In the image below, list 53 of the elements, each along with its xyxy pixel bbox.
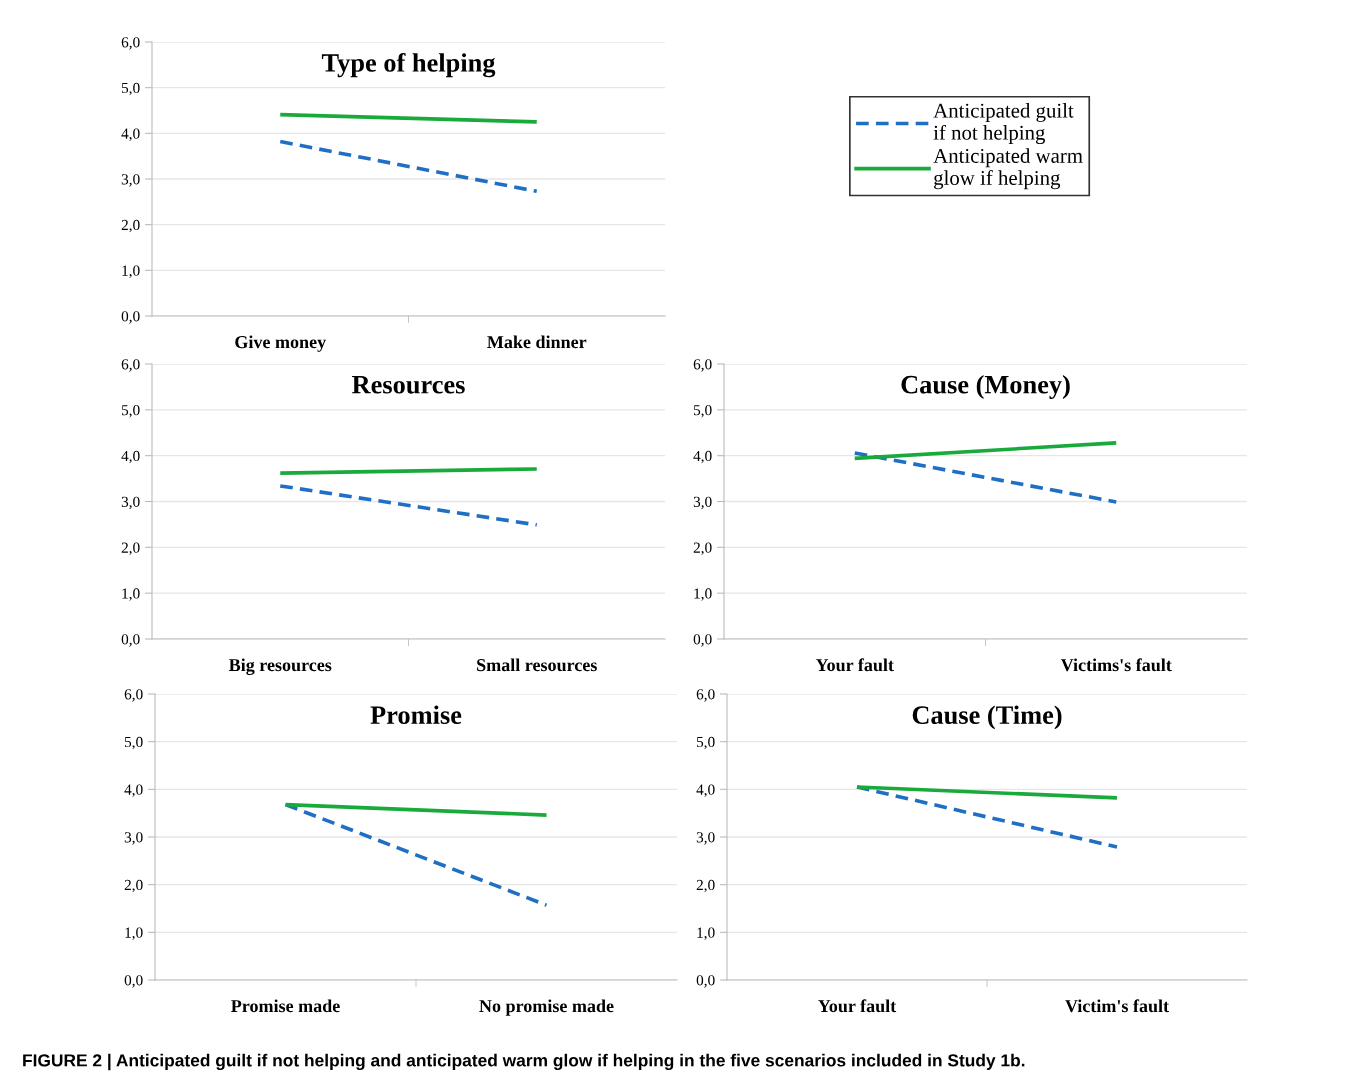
y-tick-label: 6,0	[696, 689, 715, 702]
x-tick-label: No promise made	[479, 999, 614, 1016]
chart-title: Type of helping	[321, 52, 496, 78]
chart-title: Promise	[370, 705, 462, 725]
y-tick-label: 1,0	[122, 588, 140, 601]
y-tick-label: 6,0	[121, 359, 140, 372]
y-tick-label: 2,0	[696, 879, 715, 893]
chart-title: Cause (Time)	[912, 705, 1062, 730]
y-tick-label: 5,0	[693, 404, 712, 418]
y-tick-label: 5,0	[121, 82, 140, 96]
y-tick-label: 0,0	[124, 975, 143, 988]
y-tick-label: 6,0	[124, 689, 143, 702]
y-tick-label: 5,0	[121, 404, 140, 418]
y-tick-label: 4,0	[693, 450, 712, 464]
y-tick-label: 1,0	[697, 927, 715, 940]
y-tick-label: 3,0	[121, 496, 140, 510]
y-tick-label: 4,0	[121, 450, 140, 464]
x-tick-label: Make dinner	[487, 335, 587, 349]
y-tick-label: 1,0	[694, 588, 712, 601]
y-tick-label: 2,0	[121, 219, 140, 233]
legend-label: Anticipated warm glow if helping	[933, 148, 1083, 190]
x-tick-label: Big resources	[228, 658, 332, 675]
y-tick-label: 0,0	[693, 634, 712, 647]
y-tick-label: 1,0	[125, 927, 143, 940]
chart-title: Cause (Money)	[901, 375, 1070, 400]
y-tick-label: 3,0	[124, 832, 143, 845]
legend-label: Anticipated guilt if not helping	[933, 103, 1074, 145]
x-tick-label: Your fault	[815, 658, 894, 672]
y-tick-label: 6,0	[121, 37, 140, 50]
y-tick-label: 3,0	[696, 832, 715, 845]
x-tick-label: Your fault	[818, 999, 897, 1013]
x-tick-label: Victim's fault	[1065, 999, 1169, 1013]
y-tick-label: 1,0	[122, 265, 140, 278]
y-tick-label: 2,0	[693, 542, 712, 555]
caption: FIGURE 2 | Anticipated guilt if not helping and anticipated warm glow if helping in the five scenarios included in Study 1b.	[23, 1053, 1025, 1071]
y-tick-label: 4,0	[124, 784, 143, 797]
y-tick-label: 5,0	[124, 736, 143, 750]
y-tick-label: 0,0	[121, 634, 140, 647]
y-tick-label: 6,0	[693, 359, 712, 372]
y-tick-label: 3,0	[693, 496, 712, 510]
x-tick-label: Give money	[235, 335, 326, 352]
y-tick-label: 2,0	[121, 542, 140, 555]
y-tick-label: 4,0	[696, 784, 715, 797]
y-tick-label: 5,0	[696, 736, 715, 750]
x-tick-label: Promise made	[231, 999, 340, 1013]
chart-title: Resources	[352, 376, 465, 394]
y-tick-label: 0,0	[696, 975, 715, 988]
x-tick-label: Small resources	[477, 658, 597, 672]
y-tick-label: 3,0	[121, 174, 140, 187]
y-tick-label: 4,0	[121, 128, 140, 141]
y-tick-label: 0,0	[121, 311, 140, 324]
y-tick-label: 2,0	[124, 879, 143, 893]
x-tick-label: Victims's fault	[1060, 658, 1172, 672]
